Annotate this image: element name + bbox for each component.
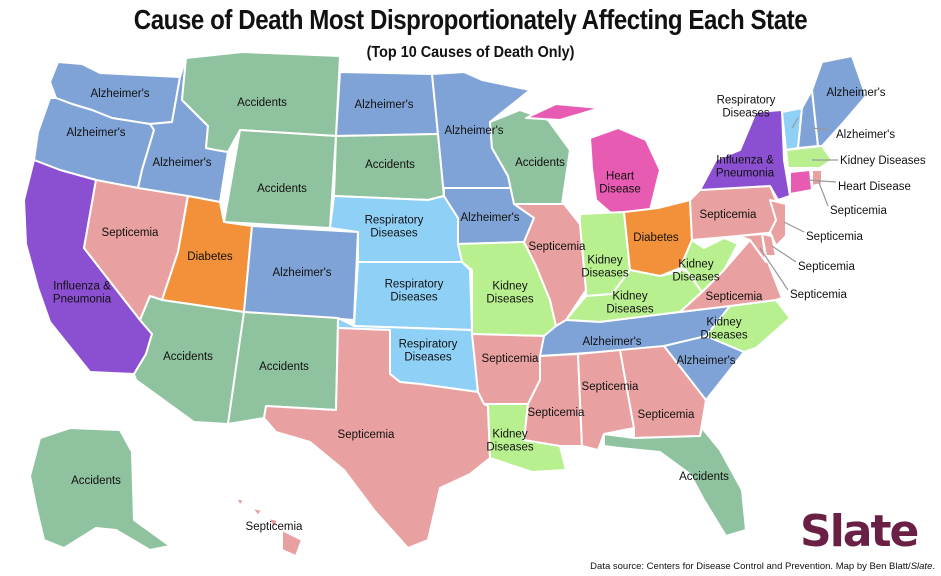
label-nd: Alzheimer's [354, 99, 413, 111]
leader-line-vt [791, 117, 799, 129]
source-publisher: Slate [910, 561, 933, 572]
label-ok: Respiratory Diseases [399, 339, 458, 364]
label-nj: Septicemia [806, 231, 863, 243]
label-vt: Respiratory Diseases [717, 95, 776, 120]
label-wa: Alzheimer's [90, 88, 149, 100]
leader-line-nh [811, 127, 831, 131]
label-il: Septicemia [529, 241, 586, 253]
label-in: Kidney Diseases [581, 255, 629, 280]
slate-logo: Slate [800, 506, 919, 557]
state-ak[interactable] [29, 427, 171, 551]
leader-line-ct [807, 179, 837, 183]
leader-line-md [759, 247, 789, 291]
state-md[interactable] [737, 233, 767, 263]
label-ak: Accidents [71, 475, 121, 487]
label-nh: Alzheimer's [836, 129, 895, 141]
label-co: Alzheimer's [272, 267, 331, 279]
leader-line-nj [783, 221, 805, 233]
label-pa: Septicemia [700, 209, 757, 221]
map-title: Cause of Death Most Disproportionately A… [133, 4, 808, 35]
label-ut: Diabetes [187, 251, 233, 263]
state-hi[interactable] [235, 497, 303, 557]
label-mi: Heart Disease [599, 171, 641, 196]
label-ia: Alzheimer's [460, 212, 519, 224]
label-ct: Heart Disease [838, 181, 911, 193]
label-oh: Diabetes [633, 232, 679, 244]
label-ky: Kidney Diseases [606, 291, 654, 316]
label-or: Alzheimer's [66, 127, 125, 139]
map-subtitle: (Top 10 Causes of Death Only) [366, 44, 575, 61]
label-wy: Accidents [257, 183, 307, 195]
label-de: Septicemia [798, 261, 855, 273]
state-ny[interactable] [699, 109, 791, 201]
label-ne: Respiratory Diseases [365, 215, 424, 240]
state-wy[interactable] [223, 129, 337, 229]
source-note: Data source: Centers for Disease Control… [590, 561, 935, 572]
label-ca: Influenza & Pneumonia [53, 281, 112, 306]
state-ri[interactable] [811, 169, 823, 187]
leader-line-de [771, 245, 797, 263]
label-mo: Kidney Diseases [486, 281, 534, 306]
label-ar: Septicemia [482, 353, 539, 365]
state-ct[interactable] [789, 169, 813, 195]
label-ks: Respiratory Diseases [385, 279, 444, 304]
state-ma[interactable] [785, 145, 833, 169]
label-mn: Alzheimer's [444, 125, 503, 137]
source-text: Data source: Centers for Disease Control… [590, 561, 911, 572]
label-ma: Kidney Diseases [840, 155, 926, 167]
leader-line-ri [817, 179, 829, 207]
label-id: Alzheimer's [152, 157, 211, 169]
label-mt: Accidents [237, 97, 287, 109]
label-fl: Accidents [679, 471, 729, 483]
label-nm: Accidents [259, 361, 309, 373]
source-end: . [932, 561, 935, 572]
label-va: Septicemia [706, 291, 763, 303]
label-ny: Influenza & Pneumonia [716, 155, 775, 180]
label-ms: Septicemia [528, 407, 585, 419]
label-al: Septicemia [582, 381, 639, 393]
label-sd: Accidents [365, 159, 415, 171]
label-ga: Septicemia [638, 409, 695, 421]
state-tx[interactable] [263, 327, 491, 549]
label-wi: Accidents [515, 157, 565, 169]
state-fl[interactable] [603, 427, 747, 537]
label-tx: Septicemia [338, 429, 395, 441]
label-wv: Kidney Diseases [672, 259, 720, 284]
label-sc: Alzheimer's [676, 355, 735, 367]
label-hi: Septicemia [246, 521, 303, 533]
label-me: Alzheimer's [826, 87, 885, 99]
label-la: Kidney Diseases [486, 429, 534, 454]
label-nv: Septicemia [102, 227, 159, 239]
label-nc: Kidney Diseases [700, 317, 748, 342]
state-nj[interactable] [769, 199, 787, 247]
label-tn: Alzheimer's [582, 336, 641, 348]
label-ri: Septicemia [830, 205, 887, 217]
label-md: Septicemia [790, 289, 847, 301]
label-az: Accidents [163, 351, 213, 363]
state-mt[interactable] [181, 51, 341, 153]
